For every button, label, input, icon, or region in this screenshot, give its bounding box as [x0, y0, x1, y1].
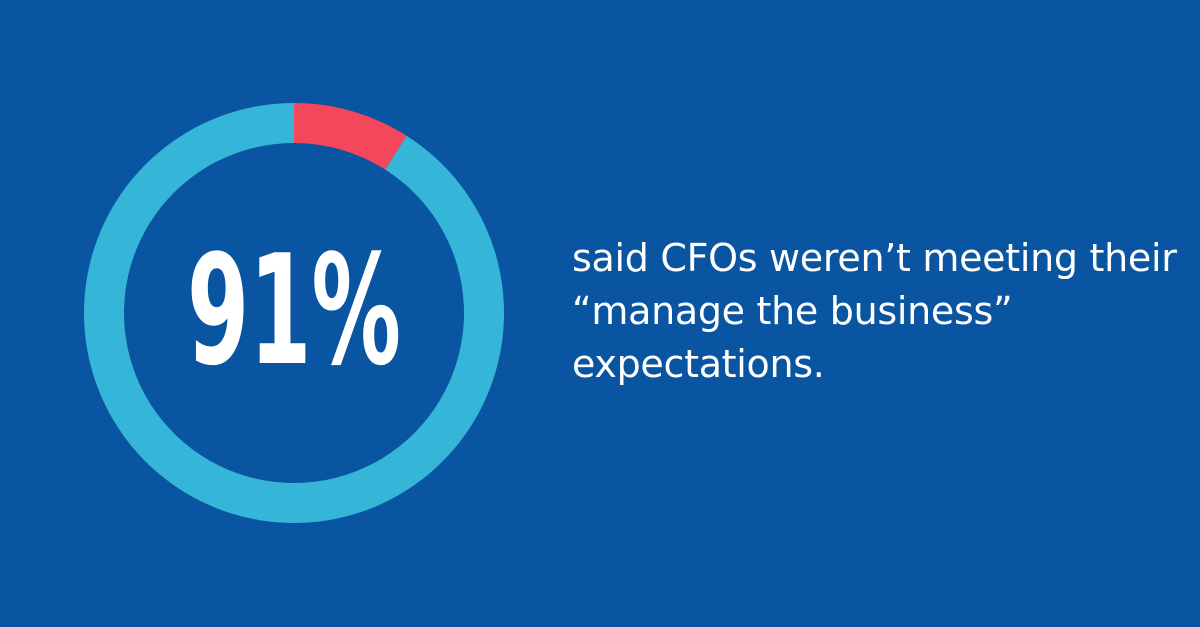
donut-slice-highlight [294, 103, 407, 170]
caption-line-3: expectations. [572, 342, 825, 386]
statistic-caption: said CFOs weren’t meeting their “manage … [572, 232, 1177, 391]
caption-line-1: said CFOs weren’t meeting their [572, 236, 1177, 280]
caption-line-2: “manage the business” [572, 289, 1013, 333]
center-percentage-label: 91% [187, 222, 401, 399]
